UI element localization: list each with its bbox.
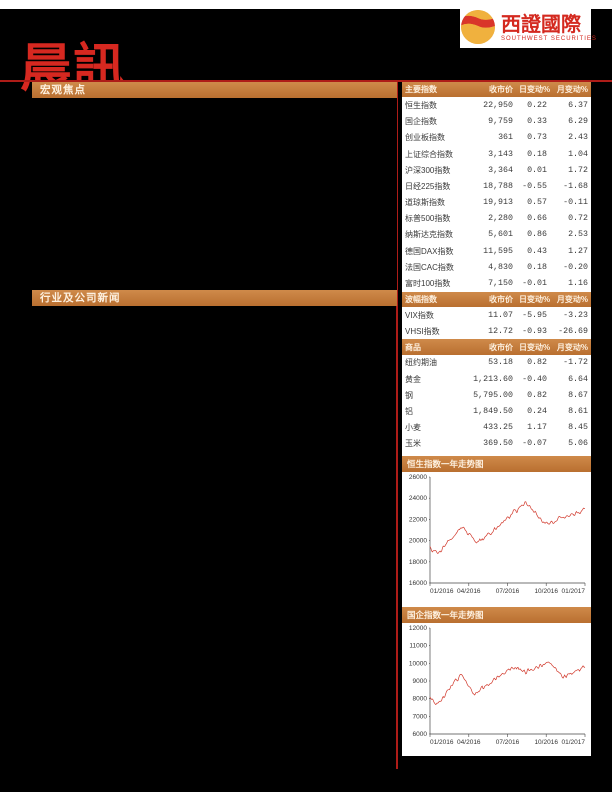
svg-text:01/2017: 01/2017 bbox=[562, 588, 586, 595]
svg-text:01/2016: 01/2016 bbox=[430, 588, 454, 595]
svg-text:07/2016: 07/2016 bbox=[496, 739, 520, 746]
svg-text:22000: 22000 bbox=[409, 516, 427, 523]
svg-text:01/2016: 01/2016 bbox=[430, 739, 454, 746]
svg-text:04/2016: 04/2016 bbox=[457, 739, 481, 746]
svg-text:西證國際: 西證國際 bbox=[501, 12, 582, 36]
svg-text:12000: 12000 bbox=[409, 625, 427, 632]
svg-text:10/2016: 10/2016 bbox=[534, 588, 558, 595]
svg-text:6000: 6000 bbox=[413, 731, 428, 738]
svg-text:20000: 20000 bbox=[409, 537, 427, 544]
svg-text:16000: 16000 bbox=[409, 580, 427, 587]
svg-text:26000: 26000 bbox=[409, 474, 427, 481]
svg-text:8000: 8000 bbox=[413, 696, 428, 703]
svg-text:10/2016: 10/2016 bbox=[534, 739, 558, 746]
svg-text:01/2017: 01/2017 bbox=[562, 739, 586, 746]
svg-text:04/2016: 04/2016 bbox=[457, 588, 481, 595]
svg-text:9000: 9000 bbox=[413, 678, 428, 685]
svg-text:7000: 7000 bbox=[413, 713, 428, 720]
svg-text:24000: 24000 bbox=[409, 495, 427, 502]
svg-text:10000: 10000 bbox=[409, 660, 427, 667]
svg-text:SOUTHWEST SECURITIES: SOUTHWEST SECURITIES bbox=[501, 36, 597, 42]
svg-text:18000: 18000 bbox=[409, 559, 427, 566]
svg-text:11000: 11000 bbox=[409, 643, 427, 650]
svg-text:07/2016: 07/2016 bbox=[496, 588, 520, 595]
